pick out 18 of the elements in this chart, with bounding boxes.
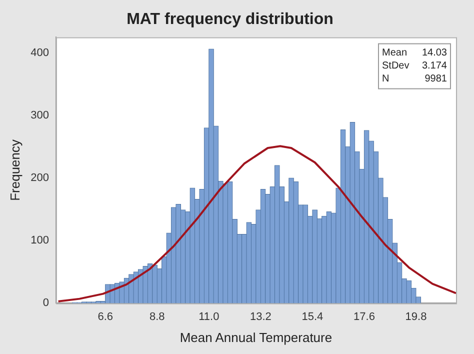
text: Mean 14.03 — [382, 47, 447, 58]
x-tick-label: 13.2 — [250, 310, 272, 323]
x-tick-label: 11.0 — [198, 310, 220, 323]
chart-title: MAT frequency distribution — [126, 11, 334, 28]
y-tick-label: 400 — [30, 46, 49, 59]
y-tick-label: 300 — [30, 109, 49, 122]
x-tick-label: 6.6 — [98, 310, 114, 323]
text: StDev 3.174 — [382, 60, 447, 72]
x-axis-title: Mean Annual Temperature — [180, 330, 332, 345]
x-tick-label: 17.6 — [354, 310, 375, 323]
y-tick-label: 200 — [30, 172, 49, 184]
x-tick-label: 19.8 — [405, 310, 427, 323]
y-axis-title: Frequency — [7, 138, 22, 201]
x-tick-label: 15.4 — [302, 310, 324, 323]
x-tick-label: 8.8 — [149, 310, 165, 323]
y-tick-label: 0 — [42, 297, 49, 310]
text: N 9981 — [382, 73, 447, 84]
y-tick-label: 100 — [30, 234, 49, 247]
